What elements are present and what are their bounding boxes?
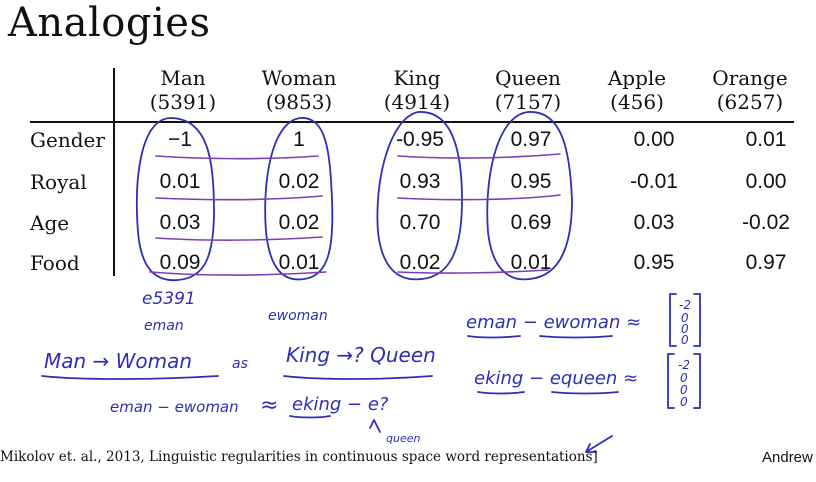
highlight-gender-man-woman [155, 155, 319, 160]
column-index: (9853) [265, 90, 333, 114]
citation: Mikolov et. al., 2013, Linguistic regula… [0, 449, 598, 465]
table-vertical-rule [113, 68, 115, 276]
column-header-queen: Queen (7157) [468, 66, 588, 114]
table-cell: -0.02 [742, 211, 790, 234]
highlight-food-king-queen [397, 269, 549, 274]
handwriting-eman: eman [144, 318, 184, 334]
vector-1-entry: 0 [681, 333, 689, 347]
row-label-age: Age [30, 211, 70, 235]
table-header-rule [30, 121, 794, 123]
handwriting-ewoman: ewoman [268, 308, 328, 324]
column-index: (5391) [149, 90, 217, 114]
table-cell: 0.70 [399, 211, 441, 234]
underline-man-woman [41, 375, 219, 380]
column-index: (456) [610, 90, 664, 114]
table-cell: 0.01 [745, 128, 787, 151]
highlight-age-man-woman [155, 236, 323, 241]
column-header-apple: Apple (456) [577, 66, 697, 114]
vector-1-entry: 0 [681, 311, 689, 325]
handwriting-eking-minus-e: eking − e? [292, 394, 389, 415]
handwriting-approx: ≈ [260, 393, 278, 418]
underline-ewoman [539, 335, 613, 339]
table-cell: 0.03 [633, 211, 675, 234]
highlight-food-man-woman [149, 271, 327, 276]
handwriting-equeen-note: queen [386, 432, 420, 445]
table-cell: 0.00 [745, 170, 787, 193]
row-label-royal: Royal [30, 170, 87, 194]
highlight-gender-king-queen [397, 153, 561, 159]
bracket-1 [669, 293, 701, 347]
vector-1-entry: -2 [679, 298, 691, 312]
bracket-2 [667, 353, 701, 409]
column-header-orange: Orange (6257) [690, 66, 810, 114]
author-name: Andrew [762, 449, 813, 466]
underline-king-queen [283, 375, 433, 380]
underline-eking [477, 391, 525, 395]
table-cell: 0.02 [278, 170, 320, 193]
row-label-food: Food [30, 251, 80, 275]
column-index: (7157) [494, 90, 562, 114]
vector-2-entry: 0 [680, 395, 688, 409]
vector-2-entry: 0 [680, 371, 688, 385]
table-cell: 0.69 [510, 211, 552, 234]
handwriting-man-woman: Man → Woman [44, 349, 192, 373]
table-cell: -0.95 [396, 128, 444, 151]
handwriting-as: as [232, 356, 248, 372]
column-header-woman: Woman (9853) [239, 66, 359, 114]
vector-1-entry: 0 [681, 322, 689, 336]
table-cell: 0.95 [633, 251, 675, 274]
handwriting-eman-minus-ewoman: eman − ewoman [110, 398, 239, 416]
column-word: Apple [607, 66, 667, 90]
highlight-royal-king-queen [397, 194, 561, 201]
circle-queen-column [486, 111, 573, 281]
column-word: Queen [495, 66, 561, 90]
table-cell: 0.00 [633, 128, 675, 151]
underline-eking-bottom [289, 415, 331, 419]
handwriting-eq1: eman − ewoman ≈ [466, 312, 641, 333]
table-cell: 0.09 [159, 251, 201, 274]
row-label-gender: Gender [30, 128, 105, 152]
slide-title: Analogies [8, 0, 211, 46]
table-cell: 0.01 [278, 251, 320, 274]
column-header-king: King (4914) [357, 66, 477, 114]
equeen-arrow-icon [369, 419, 381, 433]
table-cell: 0.97 [745, 251, 787, 274]
table-cell: 0.01 [510, 251, 552, 274]
table-cell: 0.03 [159, 211, 201, 234]
column-word: King [393, 66, 441, 90]
column-index: (4914) [383, 90, 451, 114]
underline-eman [467, 335, 521, 339]
highlight-royal-man-woman [155, 195, 323, 201]
vector-2-entry: -2 [678, 358, 690, 372]
underline-equeen [551, 391, 619, 395]
handwriting-eq2: eking − equeen ≈ [474, 368, 638, 389]
table-cell: 0.02 [278, 211, 320, 234]
table-cell: 0.02 [399, 251, 441, 274]
column-index: (6257) [716, 90, 784, 114]
column-word: Woman [261, 66, 337, 90]
column-header-man: Man (5391) [123, 66, 243, 114]
table-cell: 0.93 [399, 170, 441, 193]
circle-woman-column [264, 117, 334, 281]
table-cell: -0.01 [630, 170, 678, 193]
table-cell: −1 [168, 128, 192, 151]
table-cell: 0.01 [159, 170, 201, 193]
vector-2-entry: 0 [680, 383, 688, 397]
table-cell: 1 [293, 128, 305, 151]
citation-arrow-icon [585, 435, 613, 453]
table-cell: 0.97 [510, 128, 552, 151]
table-cell: 0.95 [510, 170, 552, 193]
handwriting-e5391: e5391 [142, 289, 196, 309]
column-word: Man [160, 66, 206, 90]
circle-king-column [376, 111, 463, 281]
column-word: Orange [712, 66, 788, 90]
handwriting-king-queen: King →? Queen [286, 343, 436, 367]
